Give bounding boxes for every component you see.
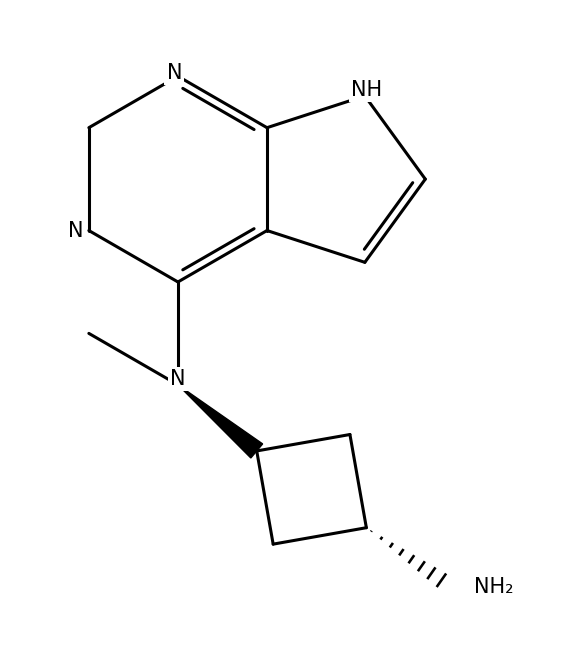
Text: NH₂: NH₂ [474, 578, 514, 597]
Text: N: N [68, 220, 84, 240]
Polygon shape [178, 385, 263, 458]
Text: N: N [170, 369, 186, 389]
Text: NH: NH [351, 80, 382, 100]
Text: N: N [166, 63, 182, 82]
